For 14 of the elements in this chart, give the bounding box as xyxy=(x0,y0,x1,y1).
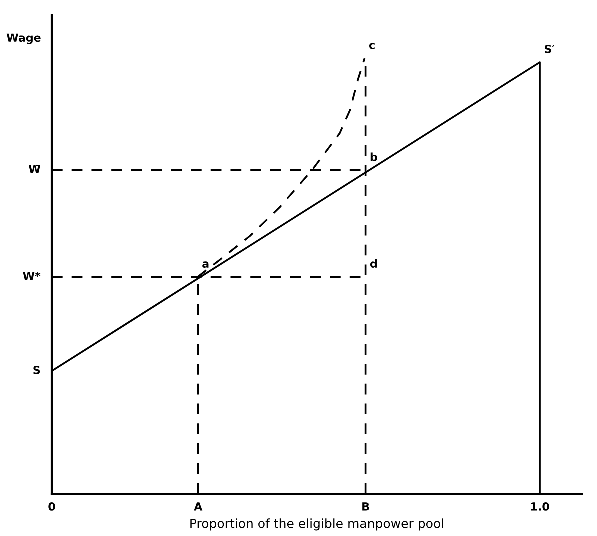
annotation: S xyxy=(34,366,40,374)
annotation: a xyxy=(202,262,209,268)
annotation: d xyxy=(370,259,377,268)
x-axis-title: Proportion of the eligible manpower pool xyxy=(190,518,444,531)
x-tick-label: B xyxy=(362,502,370,511)
annotation: S′ xyxy=(544,44,555,54)
annotation: W̄ xyxy=(28,165,41,174)
y-axis-title: Wage xyxy=(6,34,41,44)
x-tick-label: A xyxy=(194,502,203,511)
annotation: c xyxy=(369,43,375,50)
x-tick-label: 1.0 xyxy=(531,502,550,511)
annotation: b xyxy=(370,152,378,162)
annotation: W* xyxy=(23,272,41,280)
x-tick-label: 0 xyxy=(48,502,56,511)
